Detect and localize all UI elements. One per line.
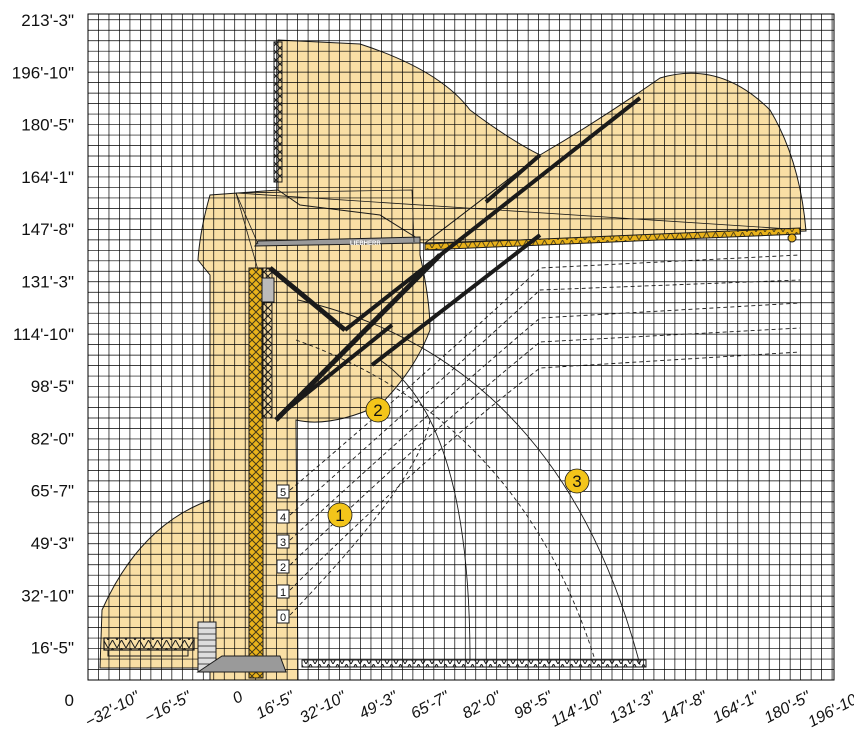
section-label: 5 <box>280 487 286 499</box>
working-range-envelope <box>99 39 807 681</box>
x-axis-label: 196'-10" <box>805 688 854 731</box>
section-label: 1 <box>280 587 286 599</box>
brand-label: LIEBHERR <box>350 241 381 247</box>
y-axis-labels: 213'-3" 196'-10" 180'-5" 164'-1" 147'-8" 131'… <box>12 11 74 710</box>
y-axis-label: 213'-3" <box>21 11 74 30</box>
vertical-jib <box>273 41 283 183</box>
envelope-upper-right <box>423 72 807 244</box>
x-axis-label: −16'-5" <box>142 688 195 727</box>
y-axis-label: 65'-7" <box>31 482 74 501</box>
x-axis-label: 0 <box>230 688 246 707</box>
left-outrigger <box>103 637 195 651</box>
y-axis-label: 196'-10" <box>12 63 74 82</box>
y-axis-label: 147'-8" <box>21 220 74 239</box>
hook <box>787 233 797 243</box>
section-label: 3 <box>280 537 286 549</box>
y-axis-label: 49'-3" <box>31 534 74 553</box>
chassis <box>196 655 287 673</box>
x-axis-label: 131'-3" <box>607 688 660 727</box>
marker-2: 2 <box>373 401 382 420</box>
y-axis-label: 82'-0" <box>31 429 74 448</box>
x-axis-label: 180'-5" <box>762 688 815 727</box>
section-label: 4 <box>280 512 286 524</box>
base-boom <box>301 659 647 668</box>
grid <box>87 13 835 681</box>
y-axis-label: 131'-3" <box>21 273 74 292</box>
x-axis-label: 49'-3" <box>357 688 402 723</box>
y-axis-label: 16'-5" <box>31 639 74 658</box>
x-axis-label: 114'-10" <box>548 688 608 731</box>
marker-1: 1 <box>335 506 344 525</box>
y-axis-label: 114'-10" <box>13 325 74 344</box>
x-axis-label: 82'-0" <box>460 688 505 723</box>
envelope-top <box>277 39 541 244</box>
x-axis-label: 16'-5" <box>254 688 299 723</box>
x-axis-label: −32'-10" <box>83 688 144 731</box>
y-axis-label: 180'-5" <box>21 116 74 135</box>
cab <box>261 277 275 303</box>
grid-frame <box>87 13 835 681</box>
y-axis-label: 98'-5" <box>31 377 74 396</box>
load-curves <box>289 254 801 666</box>
y-axis-label: 0 <box>65 691 74 710</box>
x-axis-label: 164'-1" <box>710 688 763 727</box>
x-axis-label: 32'-10" <box>297 688 350 727</box>
x-axis-labels: −32'-10" −16'-5" 0 16'-5" 32'-10" 49'-3" 65'-7… <box>83 688 854 731</box>
y-axis-label: 32'-10" <box>21 586 74 605</box>
tower-mast-upper <box>261 267 273 419</box>
crane-structure: LIEBHERR <box>103 41 801 679</box>
marker-3: 3 <box>572 472 581 491</box>
tower-section-labels: 5 4 3 2 1 0 <box>276 484 290 624</box>
section-label: 2 <box>280 562 286 574</box>
y-axis-label: 164'-1" <box>21 168 74 187</box>
section-label: 0 <box>280 612 286 624</box>
x-axis-label: 65'-7" <box>408 688 453 723</box>
range-markers: 1 2 3 <box>327 397 590 528</box>
x-axis-label: 147'-8" <box>658 688 711 727</box>
